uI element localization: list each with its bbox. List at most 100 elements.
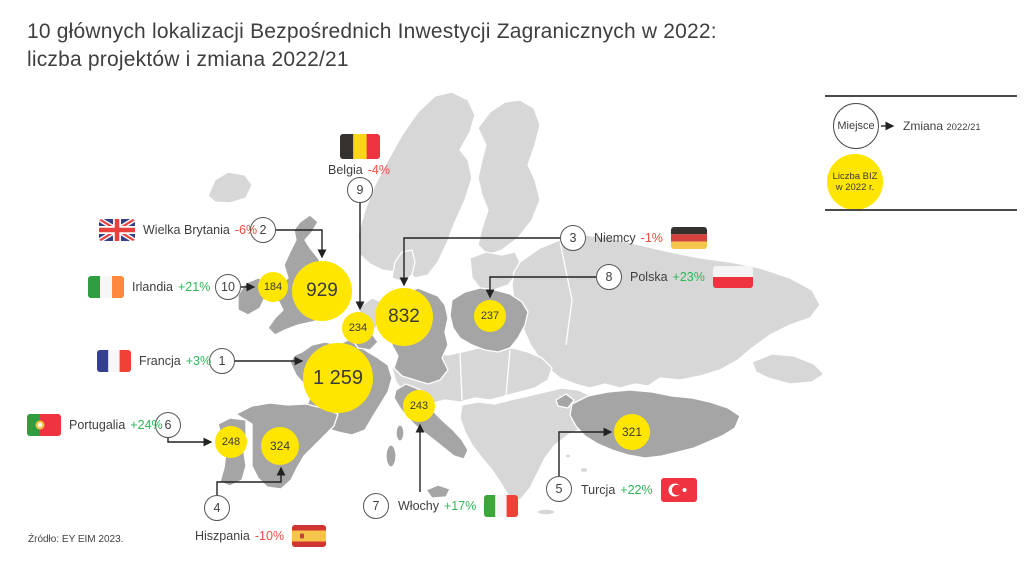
rank-number: 1 xyxy=(218,354,226,368)
label-turcja: Turcja +22% xyxy=(581,478,697,502)
border-line-east xyxy=(559,241,573,346)
bubble-value-irlandia: 184 xyxy=(263,281,283,293)
rank-number: 10 xyxy=(221,280,235,294)
rank-number: 4 xyxy=(213,501,221,515)
country-shape-balkans-greece xyxy=(459,387,601,501)
country-name: Włochy xyxy=(398,499,439,513)
legend-place-label: Miejsce xyxy=(837,120,875,132)
country-name: Niemcy xyxy=(594,231,636,245)
flag-poland-icon xyxy=(712,266,753,288)
page-title-line1: 10 głównych lokalizacji Bezpośrednich In… xyxy=(27,20,717,43)
island-aegean-2 xyxy=(564,453,572,459)
bubble-wlochy: 243 xyxy=(403,390,435,422)
legend-change-period: 2022/21 xyxy=(946,122,981,133)
country-name: Francja xyxy=(139,354,181,368)
legend-change-word: Zmiana xyxy=(903,119,944,133)
country-change: -4% xyxy=(367,163,390,177)
bubble-wielka-brytania: 929 xyxy=(292,261,352,321)
island-aegean xyxy=(579,466,589,474)
rank-circle-francja: 1 xyxy=(209,348,235,374)
country-change: +23% xyxy=(672,270,705,284)
rank-number: 3 xyxy=(569,231,577,245)
bubble-value-niemcy: 832 xyxy=(388,306,420,327)
bubble-niemcy: 832 xyxy=(375,288,433,346)
connector-spain xyxy=(216,466,286,495)
label-polska: Polska +23% xyxy=(630,266,753,288)
rank-circle-polska: 8 xyxy=(596,264,622,290)
island-crete xyxy=(536,508,556,516)
island-corsica xyxy=(395,424,405,442)
connector-uk xyxy=(276,229,327,259)
source-note: Źródło: EY EIM 2023. xyxy=(28,534,124,545)
country-name: Portugalia xyxy=(69,418,126,432)
rank-number: 6 xyxy=(164,418,172,432)
bubble-value-polska: 237 xyxy=(480,310,500,322)
bubble-value-francja: 1 259 xyxy=(312,366,364,389)
bubble-value-belgia: 234 xyxy=(348,322,368,334)
flag-spain-icon xyxy=(292,525,327,547)
legend-place-circle: Miejsce xyxy=(833,103,879,149)
country-change: -1% xyxy=(640,231,663,245)
label-portugalia: Portugalia +24% xyxy=(27,414,163,436)
country-change: +3% xyxy=(185,354,212,368)
rank-number: 8 xyxy=(605,270,613,284)
flag-italy-icon xyxy=(484,495,519,517)
country-shape-iceland xyxy=(207,171,253,204)
legend: Miejsce Zmiana 2022/21 Liczba BIZ w 2022… xyxy=(825,95,1017,211)
bubble-value-portugalia: 248 xyxy=(221,436,241,448)
connector-arrows xyxy=(167,121,895,495)
bubble-value-wielka-brytania: 929 xyxy=(306,280,338,301)
rank-circle-wielka-brytania: 2 xyxy=(250,217,276,243)
flag-france-icon xyxy=(97,350,131,372)
island-sicily xyxy=(425,484,451,499)
flag-ireland-icon xyxy=(88,276,124,298)
country-shape-turkey xyxy=(569,389,741,459)
bubble-value-turcja: 321 xyxy=(621,425,643,439)
flag-belgium-icon xyxy=(340,134,380,159)
country-name: Polska xyxy=(630,270,668,284)
country-change: +24% xyxy=(130,418,163,432)
country-shape-turkey-thrace xyxy=(555,393,575,409)
bubble-value-wlochy: 243 xyxy=(409,400,429,412)
rank-number: 2 xyxy=(259,223,267,237)
legend-bottom-rule xyxy=(825,209,1017,211)
country-change: -10% xyxy=(254,529,285,543)
rank-circle-portugalia: 6 xyxy=(155,412,181,438)
bubble-irlandia: 184 xyxy=(258,272,288,302)
label-hiszpania: Hiszpania -10% xyxy=(195,525,327,547)
bubble-hiszpania: 324 xyxy=(261,427,299,465)
country-change: +22% xyxy=(620,483,653,497)
bubble-francja: 1 259 xyxy=(303,343,373,413)
country-change: +21% xyxy=(178,280,211,294)
rank-circle-irlandia: 10 xyxy=(215,274,241,300)
rank-circle-niemcy: 3 xyxy=(560,225,586,251)
rank-circle-wlochy: 7 xyxy=(363,493,389,519)
country-name: Wielka Brytania xyxy=(143,223,230,237)
connector-portugal xyxy=(167,437,213,447)
flag-turkey-icon xyxy=(660,478,697,502)
rank-circle-turcja: 5 xyxy=(546,476,572,502)
rank-number: 5 xyxy=(555,482,563,496)
page-title: 10 głównych lokalizacji Bezpośrednich In… xyxy=(27,18,827,74)
country-name: Hiszpania xyxy=(195,529,250,543)
flag-germany-icon xyxy=(670,227,707,249)
island-sardinia xyxy=(385,444,397,468)
label-wielka-brytania: Wielka Brytania -6% xyxy=(99,219,257,241)
country-shape-finland xyxy=(477,99,541,256)
label-belgia: Belgia -4% xyxy=(328,163,390,177)
label-francja: Francja +3% xyxy=(97,350,211,372)
legend-bubble: Liczba BIZ w 2022 r. xyxy=(827,154,883,210)
bubble-portugalia: 248 xyxy=(215,426,247,458)
legend-bubble-line1: Liczba BIZ xyxy=(832,171,878,182)
country-shape-caucasus xyxy=(751,353,825,385)
country-name: Turcja xyxy=(581,483,616,497)
bubble-turcja: 321 xyxy=(614,414,650,450)
country-name: Belgia xyxy=(328,163,363,177)
legend-top-rule xyxy=(825,95,1017,97)
country-name: Irlandia xyxy=(132,280,173,294)
connector-germany xyxy=(399,237,560,287)
rank-circle-hiszpania: 4 xyxy=(204,495,230,521)
connector-poland xyxy=(485,276,596,299)
rank-number: 7 xyxy=(372,499,380,513)
